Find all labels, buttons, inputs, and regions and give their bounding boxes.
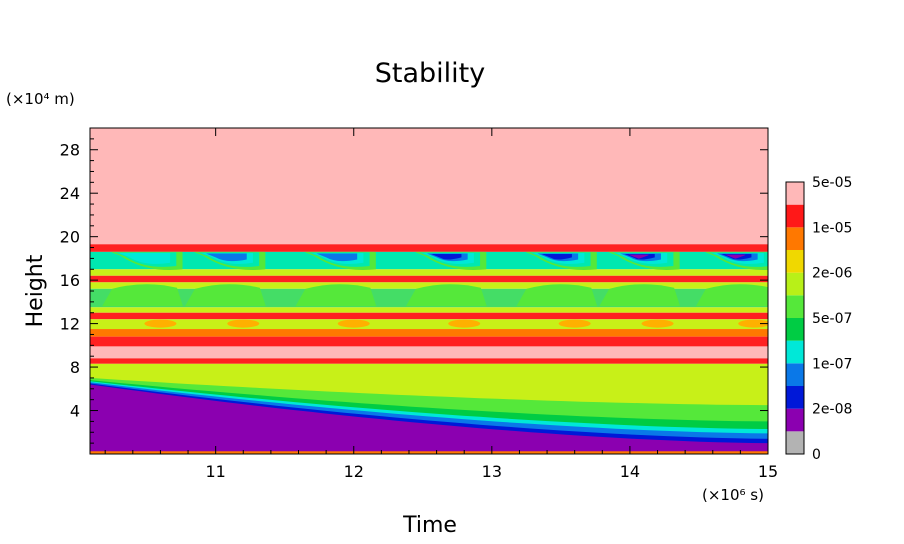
- upper-pocket-5: [599, 251, 681, 328]
- colorbar-swatch: [786, 272, 804, 296]
- x-tick-label: 14: [620, 462, 640, 481]
- upper-pocket-1: [184, 251, 266, 328]
- colorbar-swatch: [786, 182, 804, 205]
- upper-pocket-4: [516, 251, 598, 328]
- colorbar-label: 5e-07: [812, 311, 852, 327]
- contour-band-10: [90, 329, 768, 337]
- contour-plot-area: [90, 128, 768, 454]
- orange-spot: [227, 319, 260, 328]
- contour-band-0: [90, 128, 768, 245]
- mid-lobe: [599, 284, 681, 307]
- pocket-layer: [628, 254, 649, 259]
- mid-lobe: [102, 284, 183, 307]
- colorbar-swatch: [786, 250, 804, 273]
- pocket-layer: [316, 253, 358, 262]
- y-tick-label: 8: [70, 358, 80, 377]
- colorbar-label: 1e-07: [812, 356, 852, 372]
- contour-band-4: [90, 275, 768, 283]
- orange-spot: [337, 319, 370, 328]
- colorbar-swatch: [786, 318, 804, 341]
- contour-band-12: [90, 346, 768, 359]
- mid-lobe: [695, 284, 768, 307]
- pocket-layer: [725, 254, 746, 259]
- x-unit-label: (×10⁶ s): [702, 486, 764, 504]
- colorbar-swatch: [786, 408, 804, 432]
- colorbar-label: 0: [812, 447, 821, 463]
- orange-spot: [558, 319, 591, 328]
- mid-lobe: [405, 284, 487, 307]
- pocket-layer: [205, 253, 247, 262]
- orange-spot: [738, 319, 768, 328]
- colorbar-swatch: [786, 295, 804, 318]
- colorbar-swatch: [786, 386, 804, 409]
- x-tick-label: 11: [205, 462, 225, 481]
- contour-band-5: [90, 282, 768, 289]
- colorbar-legend: 0 2e-08 1e-07 5e-07 2e-06 1e-05 5e-05: [785, 175, 852, 463]
- x-axis-label: Time: [402, 513, 457, 538]
- pocket-layer: [118, 252, 171, 264]
- contour-band-8: [90, 312, 768, 320]
- orange-spot: [144, 319, 177, 328]
- colorbar-swatch: [786, 431, 804, 454]
- colorbar-swatch: [786, 204, 804, 228]
- y-axis: 4 8 12 16 20 24 28: [60, 138, 768, 444]
- upper-pocket-0: [102, 251, 183, 328]
- orange-spot: [641, 319, 674, 328]
- y-tick-label: 16: [60, 271, 80, 290]
- x-tick-label: 13: [482, 462, 502, 481]
- surface-line: [90, 451, 768, 454]
- pocket-layer: [541, 254, 572, 260]
- y-axis-label: Height: [23, 254, 48, 327]
- upper-pocket-3: [405, 251, 487, 328]
- y-tick-label: 4: [70, 402, 80, 421]
- upper-pocket-2: [295, 251, 377, 328]
- chart-title: Stability: [375, 58, 486, 89]
- contour-band-13: [90, 358, 768, 364]
- x-axis: 11 12 13 14 15: [104, 128, 778, 481]
- contour-band-7: [90, 307, 768, 313]
- colorbar-swatch: [786, 227, 804, 250]
- colorbar-label: 2e-08: [812, 402, 852, 418]
- y-tick-label: 28: [60, 141, 80, 160]
- x-tick-label: 15: [758, 462, 778, 481]
- pocket-layer: [431, 254, 462, 260]
- mid-lobe: [184, 284, 266, 307]
- contour-band-11: [90, 336, 768, 347]
- y-unit-label: (×10⁴ m): [6, 90, 75, 108]
- y-tick-label: 24: [60, 184, 80, 203]
- x-tick-label: 12: [344, 462, 364, 481]
- colorbar-label: 5e-05: [812, 175, 852, 191]
- colorbar-swatch: [786, 340, 804, 364]
- lower-layer-5: [90, 384, 768, 454]
- orange-spot: [448, 319, 481, 328]
- contour-band-1: [90, 244, 768, 252]
- contour-band-3: [90, 269, 768, 276]
- mid-lobe: [516, 284, 598, 307]
- upper-pocket-6: [695, 251, 768, 328]
- contour-band-9: [90, 319, 768, 330]
- colorbar-swatch: [786, 363, 804, 386]
- colorbar-label: 2e-06: [812, 266, 852, 282]
- mid-lobe: [295, 284, 377, 307]
- y-tick-label: 20: [60, 228, 80, 247]
- colorbar-label: 1e-05: [812, 220, 852, 236]
- y-tick-label: 12: [60, 315, 80, 334]
- colorbar-frame: [785, 181, 805, 455]
